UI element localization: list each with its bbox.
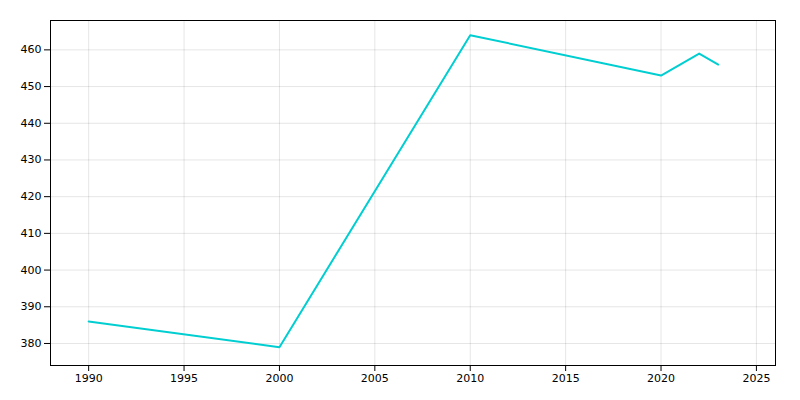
svg-text:460: 460 [21, 43, 42, 56]
svg-text:2000: 2000 [265, 372, 293, 385]
svg-text:2010: 2010 [456, 372, 484, 385]
svg-text:1990: 1990 [75, 372, 103, 385]
svg-text:2025: 2025 [742, 372, 770, 385]
svg-text:450: 450 [21, 80, 42, 93]
svg-text:420: 420 [21, 190, 42, 203]
svg-text:1995: 1995 [170, 372, 198, 385]
svg-text:440: 440 [21, 117, 42, 130]
svg-text:2015: 2015 [552, 372, 580, 385]
svg-text:2020: 2020 [647, 372, 675, 385]
svg-text:430: 430 [21, 153, 42, 166]
svg-text:400: 400 [21, 264, 42, 277]
svg-text:2005: 2005 [361, 372, 389, 385]
svg-text:390: 390 [21, 300, 42, 313]
svg-text:380: 380 [21, 337, 42, 350]
svg-text:410: 410 [21, 227, 42, 240]
